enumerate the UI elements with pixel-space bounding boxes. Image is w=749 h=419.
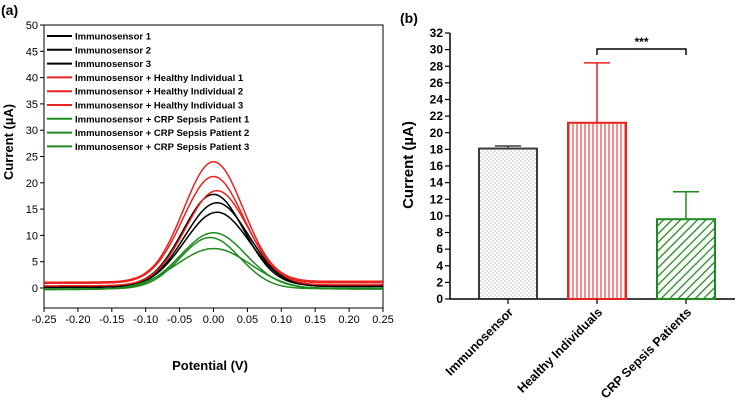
panel-b-bar-chart: (b) Current (µA) 02468101214161820222426… (400, 10, 735, 401)
legend-entry: Immunosensor + CRP Sepsis Patient 2 (75, 128, 249, 139)
y-tick-label: 6 (436, 242, 443, 256)
x-tick-label: 0.15 (304, 314, 325, 326)
x-category-label: Healthy Individuals (515, 305, 605, 395)
x-tick-label: -0.15 (99, 314, 124, 326)
series-line (44, 161, 383, 283)
y-tick-label: 26 (430, 76, 444, 90)
legend-entry: Immunosensor 2 (75, 45, 151, 56)
y-tick-label: 45 (26, 46, 38, 58)
legend-entry: Immunosensor + Healthy Individual 1 (75, 73, 244, 84)
y-tick-label: 25 (26, 152, 38, 164)
panel-b-plot-area: 02468101214161820222426283032Immunosenso… (430, 26, 735, 401)
y-tick-label: 0 (32, 283, 38, 295)
y-tick-label: 10 (26, 230, 38, 242)
x-tick-label: 0.00 (203, 314, 224, 326)
legend-entry: Immunosensor 1 (75, 32, 152, 43)
legend-entry: Immunosensor + Healthy Individual 2 (75, 87, 243, 98)
x-tick-label: 0.20 (338, 314, 359, 326)
x-category-label: Immunosensor (443, 305, 516, 378)
bar (656, 218, 716, 300)
y-tick-label: 0 (436, 292, 443, 306)
y-tick-label: 32 (430, 26, 444, 40)
y-tick-label: 30 (26, 125, 38, 137)
panel-a-legend: Immunosensor 1 Immunosensor 2 Immunosensor… (47, 32, 250, 153)
y-tick-label: 14 (430, 176, 444, 190)
panel-a-label: (a) (1, 2, 18, 18)
legend-entry: Immunosensor + Healthy Individual 3 (75, 101, 243, 112)
significance-bracket (596, 48, 687, 55)
panel-a-x-axis-title: Potential (V) (172, 358, 248, 373)
y-tick-label: 12 (430, 192, 444, 206)
y-tick-label: 4 (436, 259, 443, 273)
bar (478, 147, 538, 300)
panel-a-line-chart: (a) Current (µA) Potential (V) 0 5 10 15 20 2… (1, 2, 394, 373)
y-tick-label: 35 (26, 99, 38, 111)
y-tick-label: 20 (26, 178, 38, 190)
x-tick-label: -0.10 (133, 314, 158, 326)
y-tick-label: 50 (26, 20, 38, 32)
x-tick-label: -0.20 (65, 314, 90, 326)
y-tick-label: 18 (430, 142, 444, 156)
y-tick-label: 8 (436, 226, 443, 240)
y-tick-label: 22 (430, 109, 444, 123)
series-line (44, 189, 383, 287)
y-tick-label: 5 (32, 257, 38, 269)
panel-b-y-axis-title: Current (µA) (400, 121, 417, 209)
y-tick-label: 16 (430, 159, 444, 173)
panel-a-y-axis-title: Current (µA) (1, 104, 16, 180)
y-tick-label: 28 (430, 59, 444, 73)
series-line (44, 202, 383, 288)
x-tick-label: 0.10 (271, 314, 292, 326)
x-tick-label: 0.05 (237, 314, 258, 326)
panel-b-label: (b) (400, 10, 418, 26)
y-tick-label: 24 (430, 93, 444, 107)
legend-entry: Immunosensor + CRP Sepsis Patient 3 (75, 142, 249, 153)
series-line (44, 247, 383, 291)
x-tick-label: -0.25 (31, 314, 56, 326)
significance-label: *** (634, 35, 648, 49)
x-category-label: CRP Sepsis Patients (598, 305, 694, 401)
series-line (44, 193, 383, 288)
y-tick-label: 30 (430, 43, 444, 57)
legend-entry: Immunosensor 3 (75, 59, 151, 70)
y-tick-label: 20 (430, 126, 444, 140)
y-tick-label: 40 (26, 73, 38, 85)
y-tick-label: 10 (430, 209, 444, 223)
series-line (44, 211, 383, 289)
x-tick-label: -0.05 (167, 314, 192, 326)
bar (567, 121, 627, 301)
y-tick-label: 15 (26, 204, 38, 216)
series-line (44, 175, 383, 285)
panel-a-plot-area: 0 5 10 15 20 25 30 35 40 45 50 -0.25 -0.20 -0.15 -0.10… (26, 20, 394, 326)
x-tick-label: 0.25 (372, 314, 393, 326)
y-tick-label: 2 (436, 275, 443, 289)
legend-entry: Immunosensor + CRP Sepsis Patient 1 (75, 114, 250, 125)
